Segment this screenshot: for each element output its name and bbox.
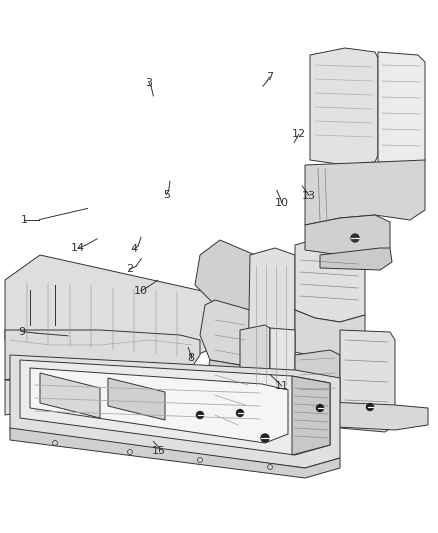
Polygon shape — [240, 325, 270, 425]
Polygon shape — [295, 238, 365, 322]
Circle shape — [261, 434, 269, 442]
Polygon shape — [30, 368, 288, 443]
Text: 10: 10 — [275, 198, 289, 207]
Polygon shape — [10, 355, 340, 468]
Text: 7: 7 — [266, 72, 273, 82]
Circle shape — [351, 234, 359, 242]
Polygon shape — [378, 52, 425, 165]
Polygon shape — [310, 48, 378, 165]
Polygon shape — [295, 350, 340, 408]
Circle shape — [197, 411, 204, 418]
Text: 5: 5 — [163, 190, 170, 199]
Text: 15: 15 — [152, 447, 166, 456]
Text: 13: 13 — [302, 191, 316, 200]
Circle shape — [367, 403, 374, 410]
Polygon shape — [108, 378, 165, 420]
Text: 3: 3 — [145, 78, 152, 87]
Text: 8: 8 — [187, 353, 194, 363]
Text: 14: 14 — [71, 244, 85, 253]
Polygon shape — [240, 398, 428, 430]
Text: 2: 2 — [126, 264, 133, 274]
Polygon shape — [5, 330, 200, 380]
Polygon shape — [200, 300, 255, 365]
Text: 10: 10 — [134, 286, 148, 296]
Polygon shape — [340, 330, 395, 432]
Polygon shape — [5, 255, 220, 360]
Circle shape — [317, 405, 324, 411]
Polygon shape — [248, 248, 295, 400]
Polygon shape — [305, 160, 425, 225]
Text: 11: 11 — [275, 381, 289, 391]
Polygon shape — [320, 248, 392, 270]
Circle shape — [237, 409, 244, 416]
Polygon shape — [5, 375, 240, 415]
Polygon shape — [20, 360, 330, 455]
Polygon shape — [292, 376, 330, 455]
Polygon shape — [195, 240, 265, 310]
Text: 4: 4 — [130, 245, 137, 254]
Polygon shape — [295, 310, 365, 362]
Polygon shape — [270, 328, 295, 422]
Polygon shape — [305, 215, 390, 258]
Text: 9: 9 — [18, 327, 25, 336]
Polygon shape — [40, 373, 100, 418]
Polygon shape — [205, 360, 255, 430]
Text: 12: 12 — [292, 130, 306, 139]
Text: 1: 1 — [21, 215, 28, 224]
Polygon shape — [10, 428, 340, 478]
